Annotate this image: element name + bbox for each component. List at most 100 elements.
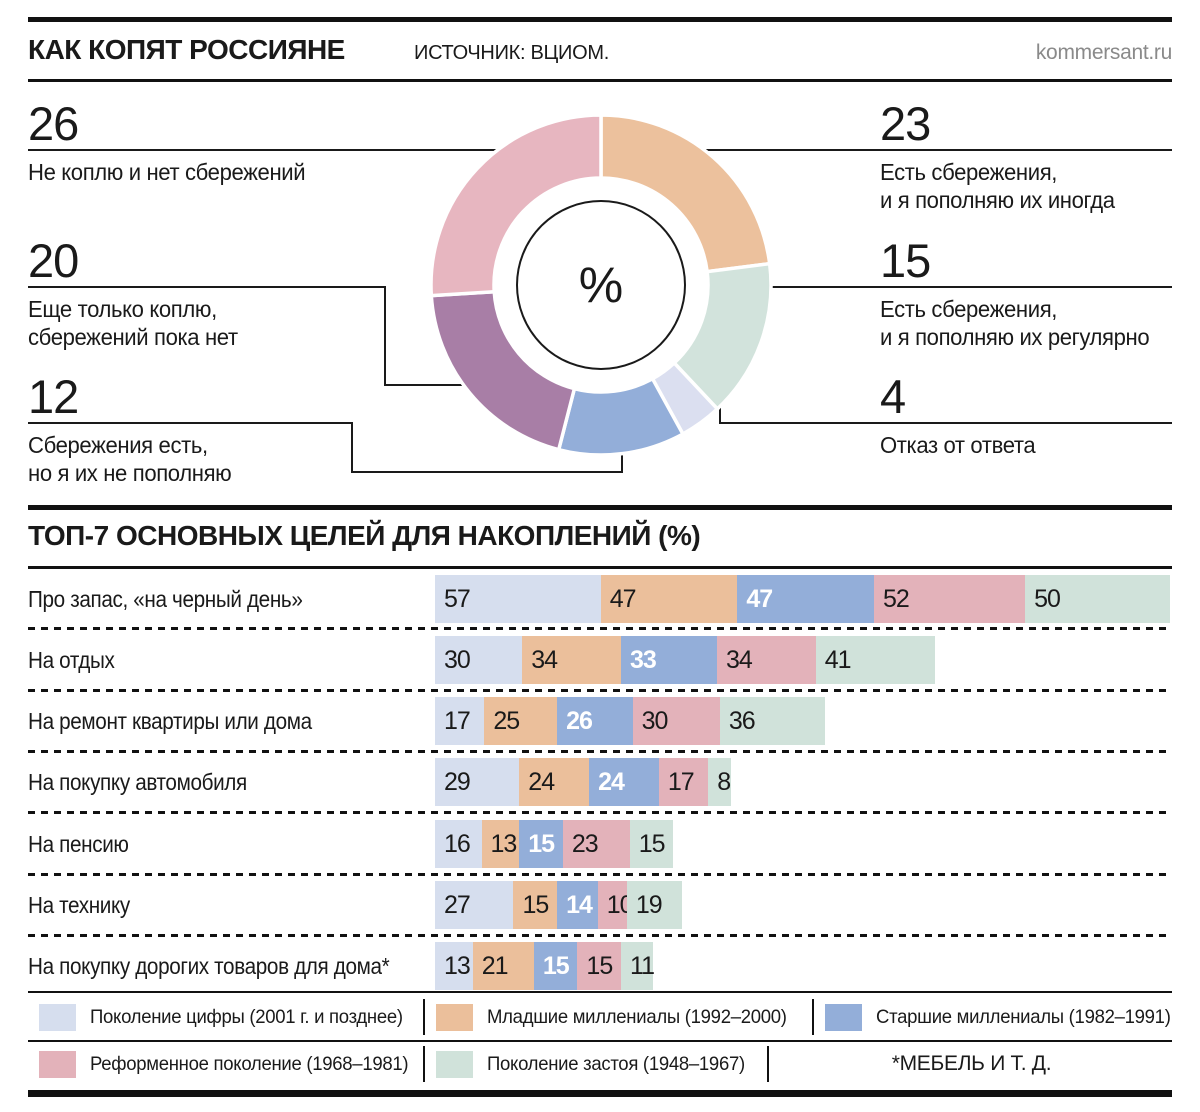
pie-callout-label: Есть сбережения, и я пополняю их регулярн… bbox=[880, 295, 1150, 351]
bar-segment: 52 bbox=[873, 574, 1026, 623]
row-separator bbox=[28, 749, 1172, 753]
bar-segment: 36 bbox=[719, 697, 825, 746]
bar-row-label: На пенсию bbox=[28, 830, 129, 857]
legend-item: Реформенное поколение (1968–1981) bbox=[28, 1046, 423, 1082]
bar-segment: 50 bbox=[1025, 574, 1171, 623]
section2-title: ТОП-7 ОСНОВНЫХ ЦЕЛЕЙ ДЛЯ НАКОПЛЕНИЙ (%) bbox=[28, 520, 701, 551]
pie-callout-value: 23 bbox=[880, 97, 931, 150]
bar-segment: 17 bbox=[435, 697, 485, 746]
pie-callout-label: Не коплю и нет сбережений bbox=[28, 158, 306, 186]
legend-top-rule bbox=[28, 991, 1172, 993]
bar-segment: 21 bbox=[472, 942, 534, 991]
legend-label: Старшие миллениалы (1982–1991) bbox=[876, 1005, 1171, 1028]
bar-segment: 30 bbox=[632, 697, 720, 746]
pie-callout-label: Есть сбережения, и я пополняю их иногда bbox=[880, 158, 1115, 214]
pie-callout-value: 26 bbox=[28, 97, 79, 150]
callout-line-4 bbox=[719, 404, 1172, 424]
bar-segment: 15 bbox=[513, 881, 558, 929]
bar-segment: 19 bbox=[626, 881, 683, 929]
bar-row-label: На отдых bbox=[28, 646, 115, 673]
bar-row-label: На покупку дорогих товаров для дома* bbox=[28, 953, 390, 980]
pie-callout-value: 15 bbox=[880, 234, 931, 287]
bar-row: 30 34 33 34 41 bbox=[435, 635, 935, 684]
bar-segment: 25 bbox=[484, 697, 558, 746]
pie-callout-value: 4 bbox=[880, 370, 906, 423]
bar-segment: 47 bbox=[600, 574, 738, 623]
bar-segment: 17 bbox=[658, 758, 709, 807]
bar-segment: 13 bbox=[481, 819, 520, 868]
bar-segment: 30 bbox=[435, 635, 523, 684]
legend-label: Реформенное поколение (1968–1981) bbox=[90, 1052, 409, 1075]
bar-segment: 16 bbox=[435, 819, 482, 868]
legend-item: Младшие миллениалы (1992–2000) bbox=[423, 999, 814, 1035]
legend-item: Поколение цифры (2001 г. и позднее) bbox=[28, 999, 423, 1035]
bar-row: 29 24 24 17 8 bbox=[435, 758, 732, 807]
bar-segment: 24 bbox=[589, 758, 659, 807]
legend-label: Поколение цифры (2001 г. и позднее) bbox=[90, 1005, 403, 1028]
bar-segment: 41 bbox=[815, 635, 935, 684]
pie-callout-label-line: сбережений пока нет bbox=[28, 324, 238, 350]
donut-slice-20 bbox=[429, 289, 577, 452]
donut-slice-26 bbox=[429, 113, 603, 298]
legend-swatch bbox=[436, 1050, 473, 1078]
header-rule bbox=[28, 79, 1172, 82]
bar-row-label: На покупку автомобиля bbox=[28, 769, 247, 796]
site-label: kommersant.ru bbox=[1035, 41, 1172, 64]
bar-segment: 14 bbox=[557, 881, 598, 929]
bar-row: 27 15 14 10 19 bbox=[435, 881, 683, 929]
legend-item: Поколение застоя (1948–1967) bbox=[423, 1046, 769, 1082]
bar-segment: 23 bbox=[562, 819, 630, 868]
pie-callout-label-line: Есть сбережения, bbox=[880, 296, 1058, 322]
bar-segment: 47 bbox=[737, 574, 874, 623]
callout-line-12 bbox=[28, 422, 623, 473]
legend-item: Старшие миллениалы (1982–1991) bbox=[812, 999, 1174, 1035]
bar-segment: 34 bbox=[716, 635, 816, 684]
pie-callout-label-line: Отказ от ответа bbox=[880, 432, 1036, 458]
donut-inner-circle bbox=[516, 200, 686, 370]
bar-segment: 57 bbox=[435, 574, 601, 623]
callout-line-20 bbox=[28, 286, 462, 386]
bar-segment: 15 bbox=[577, 942, 622, 991]
bar-row: 17 25 26 30 36 bbox=[435, 697, 825, 746]
bar-segment: 24 bbox=[519, 758, 590, 807]
bottom-rule bbox=[28, 1090, 1172, 1097]
row-separator bbox=[28, 688, 1172, 692]
legend-mid-rule bbox=[28, 1040, 1172, 1042]
pie-callout-value: 20 bbox=[28, 234, 79, 287]
bar-segment: 10 bbox=[597, 881, 634, 929]
bar-segment: 34 bbox=[522, 635, 622, 684]
row-separator bbox=[28, 933, 1172, 937]
bar-segment: 15 bbox=[629, 819, 674, 868]
legend-swatch bbox=[436, 1003, 473, 1031]
row-separator bbox=[28, 811, 1172, 815]
pie-callout-label-line: Сбережения есть, bbox=[28, 432, 208, 458]
bar-row-label: Про запас, «на черный день» bbox=[28, 585, 303, 612]
legend-swatch bbox=[825, 1003, 862, 1031]
bar-segment: 33 bbox=[621, 635, 717, 684]
bar-segment: 13 bbox=[435, 942, 473, 991]
bar-row-label: На технику bbox=[28, 892, 130, 918]
bar-segment: 29 bbox=[435, 758, 520, 807]
donut-chart-svg: % bbox=[28, 113, 1172, 473]
pie-callout-label-line: и я пополняю их регулярно bbox=[880, 324, 1150, 350]
pie-callout-label-line: и я пополняю их иногда bbox=[880, 187, 1115, 213]
row-separator bbox=[28, 627, 1172, 631]
donut-center-label: % bbox=[579, 257, 623, 313]
section2-top-rule bbox=[28, 505, 1172, 510]
section2-header-rule bbox=[28, 566, 1172, 569]
pie-callout-label-line: Еще только коплю, bbox=[28, 296, 217, 322]
pie-callout-label: Еще только коплю, сбережений пока нет bbox=[28, 295, 238, 351]
bar-row: 16 13 15 23 15 bbox=[435, 819, 674, 868]
bar-row-label: На ремонт квартиры или дома bbox=[28, 708, 312, 735]
legend-label: Младшие миллениалы (1992–2000) bbox=[487, 1005, 787, 1028]
bar-segment: 8 bbox=[708, 758, 732, 807]
top-rule bbox=[28, 17, 1172, 22]
legend-swatch bbox=[39, 1050, 76, 1078]
row-separator bbox=[28, 872, 1172, 876]
pie-callout-value: 12 bbox=[28, 370, 79, 423]
donut-slice-23 bbox=[599, 113, 772, 274]
bar-segment: 11 bbox=[621, 942, 655, 991]
bar-segment: 26 bbox=[557, 697, 633, 746]
pie-callout-label-line: но я их не пополняю bbox=[28, 460, 232, 486]
